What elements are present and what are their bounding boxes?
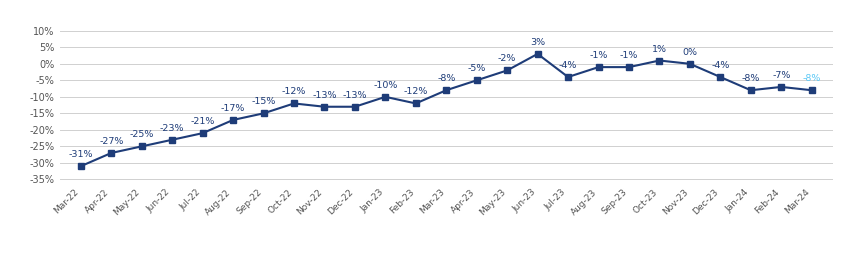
Text: -21%: -21% xyxy=(190,117,215,126)
Text: -8%: -8% xyxy=(437,74,456,83)
Text: -31%: -31% xyxy=(69,150,93,159)
Text: -1%: -1% xyxy=(620,51,638,60)
Text: -4%: -4% xyxy=(711,61,729,70)
Text: -27%: -27% xyxy=(99,137,123,146)
Text: -13%: -13% xyxy=(343,91,367,100)
Text: -17%: -17% xyxy=(221,104,246,113)
Text: -8%: -8% xyxy=(741,74,760,83)
Text: -1%: -1% xyxy=(589,51,608,60)
Text: -10%: -10% xyxy=(373,81,398,90)
Text: -15%: -15% xyxy=(252,97,275,106)
Text: -5%: -5% xyxy=(468,64,486,73)
Text: 3%: 3% xyxy=(530,38,545,47)
Text: -13%: -13% xyxy=(312,91,337,100)
Text: -12%: -12% xyxy=(282,87,306,97)
Text: -8%: -8% xyxy=(802,74,821,83)
Text: -25%: -25% xyxy=(129,130,154,139)
Text: -7%: -7% xyxy=(772,71,791,80)
Text: -23%: -23% xyxy=(160,124,184,133)
Text: -12%: -12% xyxy=(404,87,428,97)
Text: -4%: -4% xyxy=(558,61,577,70)
Text: 1%: 1% xyxy=(652,45,667,54)
Text: -2%: -2% xyxy=(498,55,516,63)
Text: 0%: 0% xyxy=(683,48,697,57)
